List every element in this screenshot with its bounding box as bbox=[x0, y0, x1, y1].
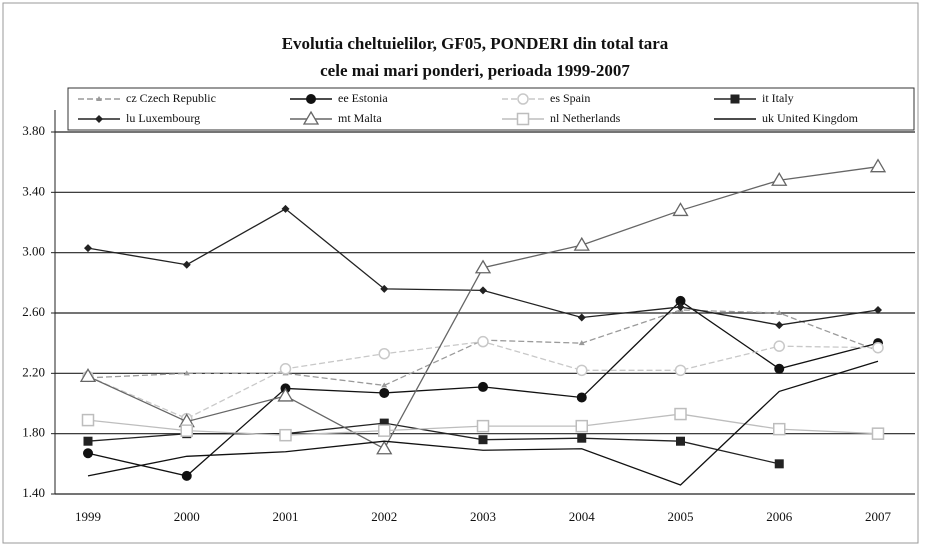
marker bbox=[775, 321, 784, 330]
marker bbox=[676, 302, 685, 311]
legend-item: mt Malta bbox=[290, 110, 382, 125]
marker bbox=[379, 387, 390, 398]
marker bbox=[477, 335, 489, 348]
marker bbox=[672, 202, 689, 217]
legend-label: mt Malta bbox=[338, 111, 382, 125]
marker bbox=[83, 448, 93, 459]
legend-item: uk United Kingdom bbox=[714, 111, 859, 125]
marker bbox=[675, 295, 686, 306]
x-tick-label: 2003 bbox=[470, 509, 496, 524]
marker bbox=[577, 313, 586, 322]
x-tick-label: 2001 bbox=[273, 509, 299, 524]
marker bbox=[773, 340, 785, 352]
marker bbox=[771, 171, 788, 186]
marker bbox=[378, 347, 390, 360]
y-tick-label: 2.60 bbox=[22, 304, 45, 319]
legend-item: es Spain bbox=[502, 91, 590, 105]
marker bbox=[577, 433, 587, 443]
y-tick-label: 3.40 bbox=[22, 183, 45, 198]
legend-item: lu Luxembourg bbox=[78, 111, 200, 125]
marker bbox=[578, 340, 585, 346]
chart-title: Evolutia cheltuielilor, GF05, PONDERI di… bbox=[282, 34, 669, 53]
marker bbox=[872, 341, 884, 354]
x-tick-label: 2004 bbox=[569, 509, 596, 524]
legend-label: ee Estonia bbox=[338, 91, 388, 105]
x-tick-label: 1999 bbox=[75, 509, 101, 524]
legend-marker bbox=[306, 94, 316, 104]
marker bbox=[576, 392, 587, 403]
x-tick-label: 2005 bbox=[668, 509, 694, 524]
legend-label: cz Czech Republic bbox=[126, 91, 216, 105]
legend-item: cz Czech Republic bbox=[78, 91, 216, 105]
y-tick-label: 1.40 bbox=[22, 485, 45, 500]
marker bbox=[376, 440, 393, 455]
marker bbox=[180, 424, 193, 437]
marker bbox=[478, 381, 488, 392]
legend-label: nl Netherlands bbox=[550, 111, 621, 125]
legend-marker bbox=[302, 110, 320, 125]
marker bbox=[676, 436, 685, 446]
legend-marker bbox=[516, 112, 530, 126]
legend-label: uk United Kingdom bbox=[762, 111, 859, 125]
marker bbox=[83, 436, 93, 446]
marker bbox=[378, 424, 391, 437]
marker bbox=[379, 418, 389, 428]
y-tick-label: 2.20 bbox=[22, 364, 45, 379]
legend-item: it Italy bbox=[714, 91, 794, 105]
legend-marker bbox=[96, 96, 102, 101]
marker bbox=[478, 435, 488, 445]
chart-subtitle: cele mai mari ponderi, perioada 1999-200… bbox=[320, 61, 630, 80]
marker bbox=[79, 368, 97, 383]
marker bbox=[279, 363, 292, 375]
marker bbox=[182, 260, 191, 269]
marker bbox=[479, 286, 487, 295]
marker bbox=[774, 459, 784, 469]
legend-label: es Spain bbox=[550, 91, 590, 105]
x-tick-label: 2000 bbox=[174, 509, 200, 524]
legend-label: lu Luxembourg bbox=[126, 111, 200, 125]
marker bbox=[277, 387, 294, 402]
legend-marker bbox=[95, 115, 103, 123]
x-tick-label: 2007 bbox=[865, 509, 892, 524]
marker bbox=[281, 204, 290, 213]
marker bbox=[869, 158, 887, 173]
marker bbox=[380, 284, 389, 293]
y-tick-label: 3.80 bbox=[22, 123, 45, 138]
series-line bbox=[87, 422, 780, 465]
legend-marker bbox=[730, 94, 740, 104]
marker bbox=[674, 364, 687, 377]
x-tick-label: 2002 bbox=[371, 509, 397, 524]
marker bbox=[181, 470, 192, 481]
y-tick-label: 3.00 bbox=[22, 244, 45, 259]
marker bbox=[84, 244, 92, 253]
legend-marker bbox=[517, 93, 529, 105]
y-tick-label: 1.80 bbox=[22, 425, 45, 440]
marker bbox=[776, 310, 783, 315]
series-line bbox=[87, 360, 879, 486]
marker bbox=[381, 382, 388, 388]
marker bbox=[573, 236, 590, 251]
marker bbox=[774, 363, 785, 374]
legend-item: ee Estonia bbox=[290, 91, 388, 105]
marker bbox=[576, 364, 588, 377]
marker bbox=[871, 427, 885, 440]
legend-item: nl Netherlands bbox=[502, 111, 621, 126]
legend-box bbox=[67, 87, 915, 131]
marker bbox=[476, 419, 490, 433]
marker bbox=[575, 419, 588, 433]
marker bbox=[279, 428, 292, 442]
marker bbox=[874, 305, 882, 314]
marker bbox=[183, 370, 190, 376]
x-tick-label: 2006 bbox=[766, 509, 793, 524]
marker bbox=[474, 259, 492, 274]
marker bbox=[81, 413, 95, 427]
legend-label: it Italy bbox=[762, 91, 794, 105]
marker bbox=[773, 422, 786, 436]
marker bbox=[674, 407, 687, 421]
